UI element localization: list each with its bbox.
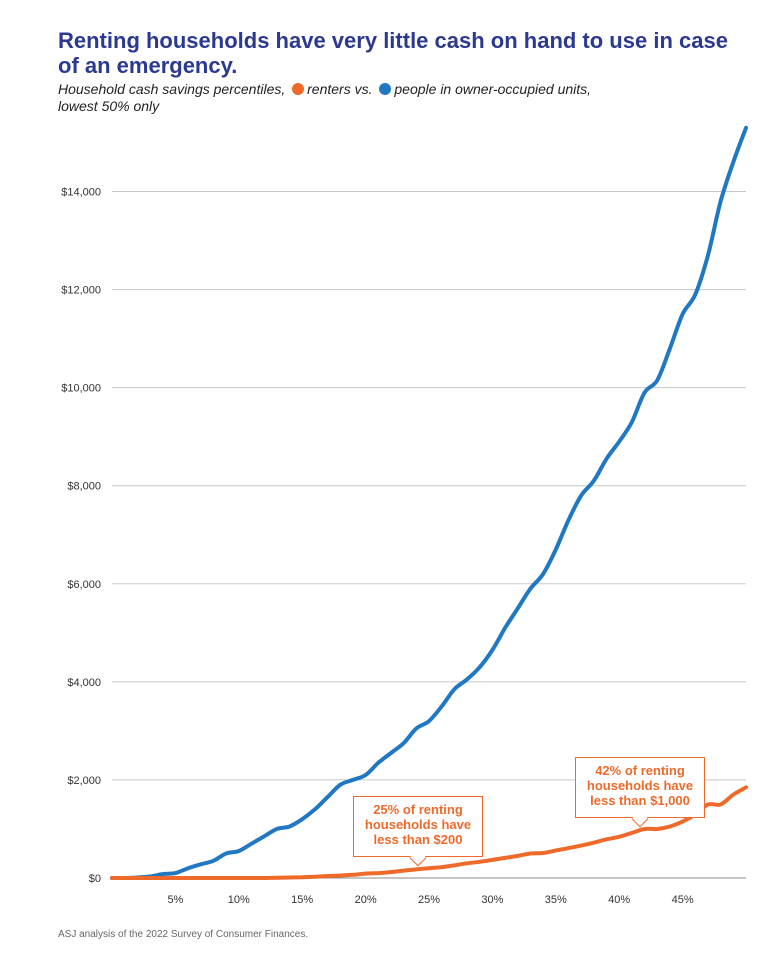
series-line-owners [110,125,748,881]
subtitle-tail: lowest 50% only [58,98,160,114]
x-tick-label: 35% [545,894,567,906]
x-tick-label: 40% [608,894,630,906]
y-tick-label: $14,000 [61,187,101,199]
x-tick-label: 25% [418,894,440,906]
x-tick-label: 15% [291,894,313,906]
owners-legend-dot-icon [379,83,392,95]
x-tick-label: 5% [167,894,183,906]
y-tick-label: $12,000 [61,285,101,297]
y-tick-label: $10,000 [61,383,101,395]
y-tick-label: $0 [89,873,101,885]
x-tick-label: 10% [228,894,250,906]
y-tick-label: $8,000 [67,481,101,493]
chart-title: Renting households have very little cash… [58,28,728,78]
annotation-42pct: 42% of renting households have less than… [575,757,705,828]
legend-renters: renters vs. [307,81,373,97]
chart-subtitle: Household cash savings percentiles, rent… [58,81,738,115]
legend-owners: people in owner-occupied units, [394,81,592,97]
renters-legend-dot-icon [292,83,305,95]
annotation-25pct: 25% of renting households have less than… [353,796,483,867]
annotation-text: 42% of renting households have less than… [586,763,694,808]
x-tick-label: 45% [672,894,694,906]
series-line-renters [110,785,748,880]
x-tick-label: 30% [481,894,503,906]
annotation-text: 25% of renting households have less than… [364,802,472,847]
source-note: ASJ analysis of the 2022 Survey of Consu… [58,929,309,940]
y-tick-label: $6,000 [67,579,101,591]
x-tick-label: 20% [355,894,377,906]
y-tick-label: $4,000 [67,677,101,689]
y-tick-label: $2,000 [67,775,101,787]
subtitle-lead: Household cash savings percentiles, [58,81,286,97]
